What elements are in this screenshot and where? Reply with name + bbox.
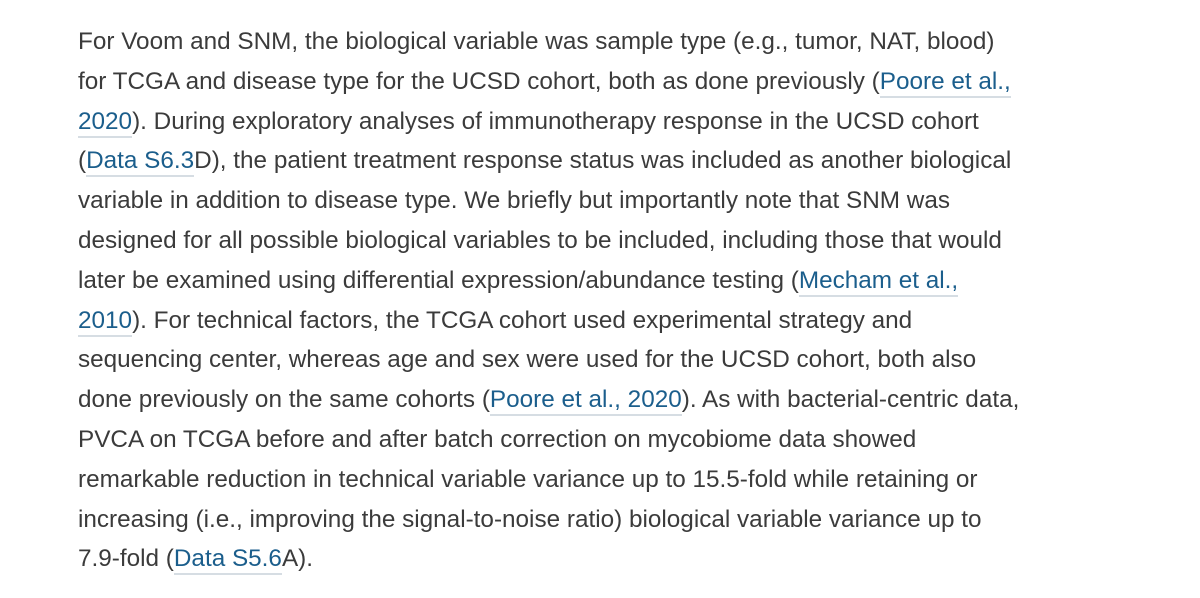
- text-line: designed for all possible biological var…: [78, 221, 1188, 261]
- citation-link[interactable]: 2010: [78, 306, 133, 337]
- citation-link[interactable]: Data S5.6: [173, 545, 282, 576]
- text: ). For technical factors, the TCGA cohor…: [132, 306, 913, 334]
- citation-link[interactable]: Poore et al.,: [879, 67, 1011, 98]
- text: PVCA on TCGA before and after batch corr…: [78, 425, 917, 453]
- text-line: For Voom and SNM, the biological variabl…: [78, 22, 1188, 62]
- text: variable in addition to disease type. We…: [78, 187, 950, 215]
- text: sequencing center, whereas age and sex w…: [78, 346, 977, 374]
- text-line: PVCA on TCGA before and after batch corr…: [78, 420, 1188, 460]
- text-line: (Data S6.3D), the patient treatment resp…: [78, 141, 1188, 181]
- text: done previously on the same cohorts (: [78, 386, 490, 414]
- text-line: done previously on the same cohorts (Poo…: [78, 380, 1188, 420]
- text-line: 7.9-fold (Data S5.6A).: [78, 539, 1188, 579]
- text-line: for TCGA and disease type for the UCSD c…: [78, 62, 1188, 102]
- text: ). During exploratory analyses of immuno…: [132, 107, 979, 135]
- text-line: variable in addition to disease type. We…: [78, 181, 1188, 221]
- text: designed for all possible biological var…: [78, 226, 1002, 254]
- text: remarkable reduction in technical variab…: [78, 465, 978, 493]
- text: For Voom and SNM, the biological variabl…: [78, 28, 995, 55]
- text-line: 2010). For technical factors, the TCGA c…: [78, 301, 1188, 341]
- text: later be examined using differential exp…: [78, 266, 799, 294]
- paragraph: For Voom and SNM, the biological variabl…: [78, 22, 1188, 579]
- text-line: later be examined using differential exp…: [78, 261, 1188, 301]
- text-line: 2020). During exploratory analyses of im…: [78, 102, 1188, 142]
- citation-link[interactable]: Data S6.3: [86, 147, 195, 178]
- citation-link[interactable]: 2020: [78, 107, 133, 138]
- text: for TCGA and disease type for the UCSD c…: [78, 67, 880, 95]
- citation-link[interactable]: Poore et al., 2020: [489, 386, 682, 417]
- text-line: increasing (i.e., improving the signal-t…: [78, 500, 1188, 540]
- text: ). As with bacterial-centric data,: [681, 386, 1020, 414]
- text-line: remarkable reduction in technical variab…: [78, 460, 1188, 500]
- text: D), the patient treatment response statu…: [194, 147, 1012, 175]
- text: A).: [281, 545, 314, 573]
- citation-link[interactable]: Mecham et al.,: [798, 266, 959, 297]
- text-line: sequencing center, whereas age and sex w…: [78, 340, 1188, 380]
- text: (: [78, 147, 87, 175]
- text: 7.9-fold (: [78, 545, 174, 573]
- text: increasing (i.e., improving the signal-t…: [78, 505, 982, 533]
